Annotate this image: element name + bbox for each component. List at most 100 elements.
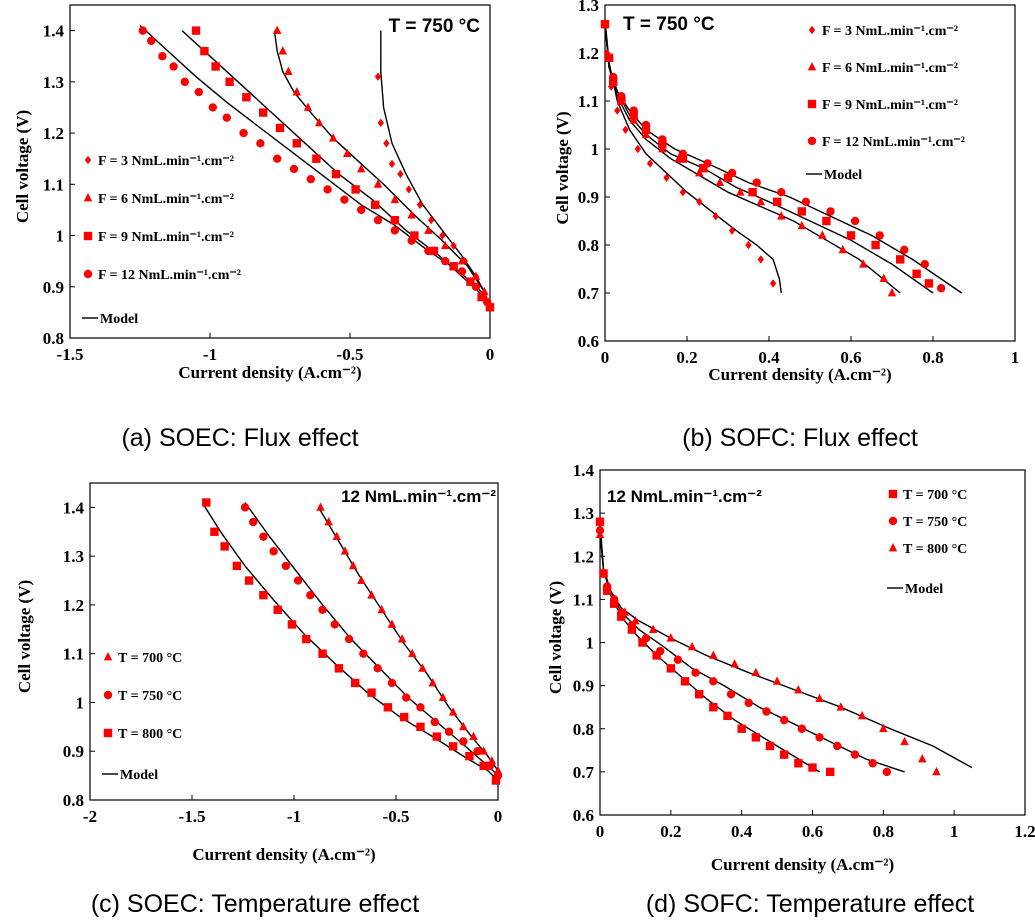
model-line	[244, 502, 499, 777]
data-point	[208, 103, 217, 112]
x-tick-label: 0	[601, 348, 610, 367]
data-point	[629, 111, 638, 120]
panel-annotation: T = 750 °C	[623, 14, 715, 35]
legend-marker	[103, 690, 113, 700]
x-tick-label: 0	[486, 345, 495, 364]
legend-marker	[84, 155, 92, 165]
x-tick-label: -1.5	[57, 345, 84, 364]
data-point	[432, 732, 441, 741]
series-1	[595, 517, 835, 777]
panel-annotation: 12 NmL.min⁻¹.cm⁻²	[607, 487, 762, 506]
data-point	[331, 169, 341, 179]
data-point	[879, 273, 888, 282]
y-tick-label: 1.4	[63, 498, 85, 517]
data-point	[357, 575, 366, 584]
data-point	[703, 159, 712, 168]
data-point	[751, 733, 761, 742]
data-point	[211, 62, 220, 71]
x-tick-label: 0.6	[840, 348, 861, 367]
legend-marker	[888, 543, 898, 552]
model-line	[599, 521, 820, 773]
data-point	[273, 605, 282, 614]
data-point	[410, 231, 419, 240]
data-point	[158, 52, 167, 61]
data-point	[330, 620, 339, 629]
data-point	[407, 210, 416, 219]
model-line	[604, 19, 782, 294]
data-point	[344, 634, 354, 644]
data-point	[259, 590, 268, 600]
data-point	[779, 750, 789, 759]
x-tick-label: 0.4	[758, 348, 780, 367]
data-point	[727, 168, 737, 178]
x-axis-label: Current density (A.cm⁻²)	[711, 855, 894, 874]
data-point	[390, 226, 399, 235]
data-point	[723, 173, 733, 182]
data-point	[416, 200, 424, 209]
x-tick-label: 0	[494, 807, 503, 826]
series-3	[595, 529, 941, 776]
data-point	[648, 624, 658, 633]
x-tick-label: -1	[203, 345, 217, 364]
panel-caption: (b) SOFC: Flux effect	[682, 424, 918, 452]
legend: F = 3 NmL.min⁻¹.cm⁻² F = 6 NmL.min⁻¹.cm⁻²…	[82, 154, 241, 327]
data-point	[896, 255, 905, 264]
data-point	[673, 655, 683, 664]
data-point	[367, 590, 376, 599]
data-point	[256, 139, 265, 148]
data-point	[383, 139, 390, 148]
plot-frame	[604, 4, 1016, 342]
data-point	[418, 663, 427, 672]
legend-model-label: Model	[905, 582, 943, 597]
data-point	[641, 125, 651, 134]
data-point	[631, 615, 640, 625]
data-point	[912, 269, 921, 278]
data-point	[658, 135, 667, 144]
legend-model-label: Model	[824, 168, 862, 183]
y-tick-label: 1.2	[573, 547, 594, 566]
data-point	[617, 612, 626, 621]
y-tick-label: 1	[56, 227, 65, 246]
data-point	[797, 220, 806, 230]
legend-marker	[807, 62, 817, 71]
data-point	[292, 139, 301, 148]
data-point	[359, 649, 368, 658]
chart-panel-3: 0.8 0.9 1 1.1 1.2 1.3 1.4 -2 -1.5 -1 -0.5 0 Current …	[15, 482, 503, 918]
legend-label: T = 750 °C	[118, 689, 182, 704]
data-point	[399, 712, 409, 722]
data-point	[340, 195, 349, 204]
data-point	[868, 759, 877, 768]
data-point	[924, 279, 934, 288]
data-point	[397, 634, 407, 643]
data-point	[751, 667, 761, 677]
data-point	[604, 53, 614, 62]
legend-model-label: Model	[120, 768, 158, 783]
data-point	[240, 503, 250, 512]
data-point	[617, 96, 626, 106]
data-point	[465, 751, 474, 761]
data-point	[371, 200, 380, 209]
data-point	[377, 604, 386, 614]
data-point	[614, 106, 621, 115]
data-point	[448, 742, 458, 751]
y-tick-label: 0.6	[573, 806, 594, 825]
data-point	[249, 517, 258, 527]
data-point	[818, 230, 827, 239]
legend-model-label: Model	[100, 312, 138, 327]
data-point	[666, 633, 676, 642]
data-point	[609, 599, 619, 608]
data-point	[762, 707, 771, 716]
data-point	[595, 517, 605, 526]
data-point	[620, 607, 629, 616]
y-tick-label: 1.2	[43, 124, 64, 143]
data-point	[777, 211, 786, 220]
data-point	[815, 693, 824, 702]
data-point	[302, 634, 311, 644]
data-point	[416, 703, 425, 712]
legend: T = 700 °C T = 750 °C T = 800 °C Model	[102, 651, 182, 783]
data-point	[293, 576, 303, 585]
data-point	[430, 717, 439, 727]
data-point	[351, 185, 360, 194]
data-point	[408, 648, 417, 658]
